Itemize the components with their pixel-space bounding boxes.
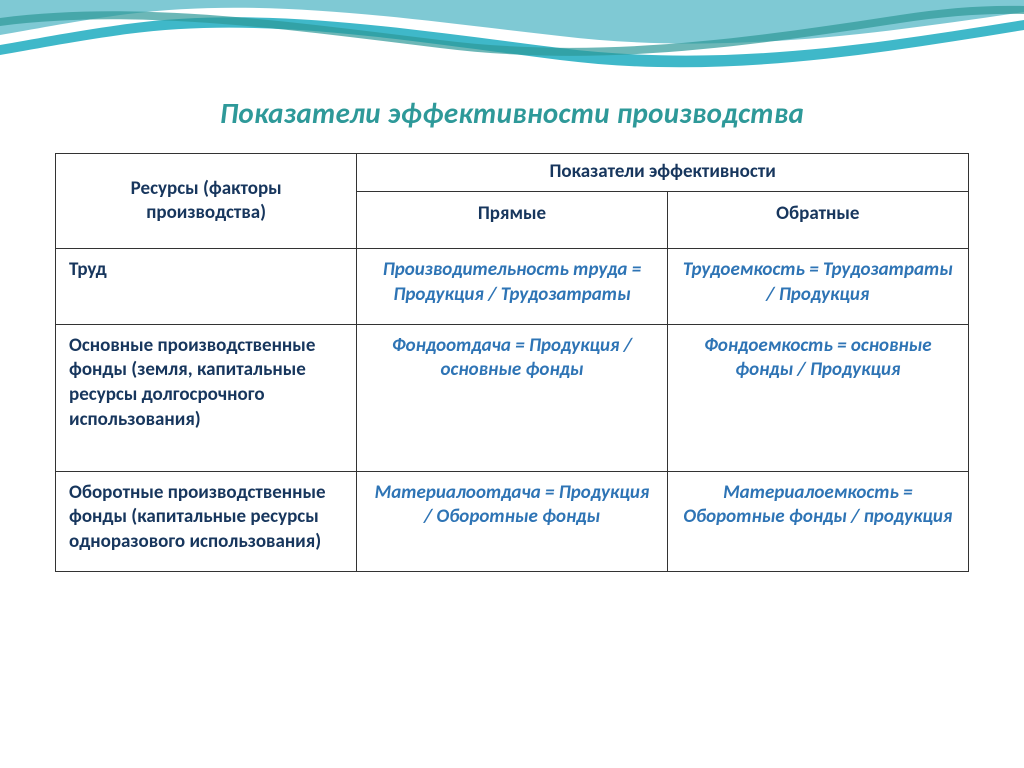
slide-content: Показатели эффективности производства Ре… — [0, 0, 1024, 602]
header-resources: Ресурсы (факторы производства) — [56, 154, 357, 249]
cell-labor-inverse: Трудоемкость = Трудозатраты / Продукция — [667, 249, 968, 324]
header-inverse: Обратные — [667, 191, 968, 249]
row-label-labor: Труд — [56, 249, 357, 324]
header-direct: Прямые — [357, 191, 667, 249]
efficiency-table: Ресурсы (факторы производства) Показател… — [55, 153, 969, 572]
row-label-fixed-funds: Основные производственные фонды (земля, … — [56, 324, 357, 471]
cell-fixed-direct: Фондоотдача = Продукция / основные фонды — [357, 324, 667, 471]
slide-title: Показатели эффективности производства — [55, 95, 969, 131]
cell-working-direct: Материалоотдача = Продукция / Оборотные … — [357, 471, 667, 571]
header-efficiency: Показатели эффективности — [357, 154, 969, 192]
cell-working-inverse: Материалоемкость = Оборотные фонды / про… — [667, 471, 968, 571]
cell-labor-direct: Производительность труда = Продукция / Т… — [357, 249, 667, 324]
cell-fixed-inverse: Фондоемкость = основные фонды / Продукци… — [667, 324, 968, 471]
row-label-working-funds: Оборотные производственные фонды (капита… — [56, 471, 357, 571]
